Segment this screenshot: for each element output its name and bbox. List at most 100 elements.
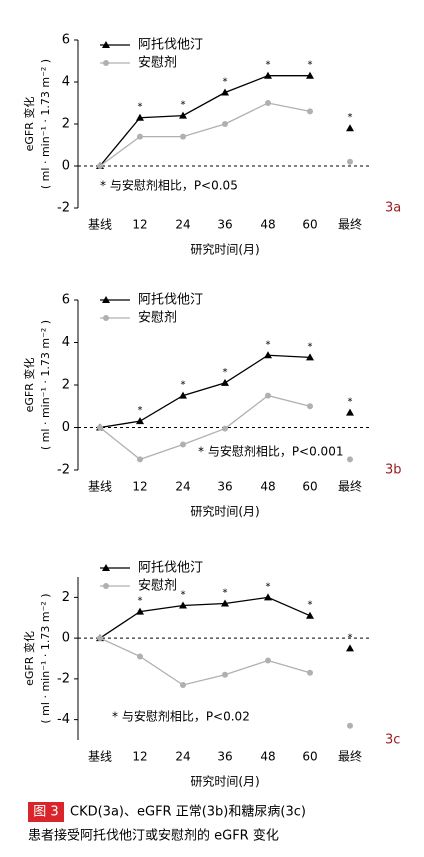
marker: [347, 456, 353, 463]
x-tick-label: 24: [175, 750, 190, 764]
legend-marker: [103, 315, 109, 321]
marker: [179, 391, 187, 399]
significance: *: [266, 581, 271, 592]
marker: [221, 599, 229, 607]
marker: [180, 441, 186, 448]
marker: [97, 424, 103, 431]
marker: [180, 681, 186, 688]
marker: [136, 607, 144, 615]
significance: *: [308, 60, 313, 71]
significance: *: [266, 339, 271, 350]
legend-marker: [103, 60, 109, 66]
y-axis-label: eGFR 变化: [22, 358, 36, 413]
y-tick-label: 0: [62, 420, 70, 435]
marker: [346, 644, 354, 652]
x-axis-label: 研究时间(月): [190, 774, 259, 789]
y-tick-label: 0: [62, 159, 70, 174]
significance: *: [138, 405, 143, 416]
note: * 与安慰剂相比，P<0.02: [112, 709, 250, 724]
marker: [264, 593, 272, 601]
marker: [346, 124, 354, 132]
y-tick-label: 0: [62, 631, 70, 646]
marker: [179, 111, 187, 119]
note: * 与安慰剂相比，P<0.001: [198, 444, 343, 459]
legend-label: 安慰剂: [138, 56, 177, 71]
note: * 与安慰剂相比，P<0.05: [100, 178, 238, 193]
legend-label: 阿托伐他汀: [138, 561, 203, 576]
legend-marker: [102, 41, 110, 48]
marker: [347, 722, 353, 729]
marker: [265, 657, 271, 664]
significance: *: [348, 632, 353, 643]
significance: *: [223, 367, 228, 378]
series-line: [99, 637, 311, 686]
x-tick-label: 60: [302, 480, 317, 494]
y-tick-label: -2: [57, 201, 70, 216]
significance: *: [308, 341, 313, 352]
marker: [264, 351, 272, 359]
marker: [137, 133, 143, 140]
y-axis-label: eGFR 变化: [22, 631, 36, 686]
marker: [264, 71, 272, 79]
marker: [137, 653, 143, 660]
significance: *: [223, 587, 228, 598]
x-tick-label: 48: [260, 750, 275, 764]
marker: [136, 417, 144, 425]
marker: [97, 635, 103, 642]
legend-marker: [102, 296, 110, 303]
caption-text: CKD(3a)、eGFR 正常(3b)和糖尿病(3c): [70, 804, 306, 820]
marker: [307, 108, 313, 115]
legend-label: 安慰剂: [138, 579, 177, 594]
marker: [347, 158, 353, 165]
significance: *: [348, 112, 353, 123]
x-tick-label: 24: [175, 480, 190, 494]
y-tick-label: -2: [57, 463, 70, 478]
marker: [97, 163, 103, 169]
series-line: [99, 354, 311, 429]
marker: [306, 353, 314, 361]
marker: [306, 71, 314, 79]
caption-label-box: [28, 802, 64, 822]
x-tick-label: 基线: [88, 750, 112, 764]
y-axis-label: ( ml · min⁻¹ · 1.73 m⁻² ): [39, 59, 52, 189]
x-axis-label: 研究时间(月): [190, 504, 259, 519]
marker: [180, 133, 186, 140]
marker: [265, 100, 271, 106]
legend-marker: [103, 583, 109, 589]
x-tick-label: 12: [132, 480, 147, 494]
marker: [222, 425, 228, 432]
x-tick-label: 最终: [338, 479, 362, 494]
series-line: [99, 596, 311, 639]
x-tick-label: 基线: [88, 218, 112, 232]
legend-label: 安慰剂: [138, 311, 177, 326]
x-tick-label: 最终: [338, 749, 362, 764]
y-tick-label: 6: [62, 293, 70, 308]
significance: *: [266, 60, 271, 71]
x-tick-label: 48: [260, 480, 275, 494]
y-tick-label: 4: [62, 75, 70, 90]
x-axis-label: 研究时间(月): [190, 242, 259, 257]
significance: *: [308, 600, 313, 611]
x-tick-label: 12: [132, 218, 147, 232]
y-axis-label: eGFR 变化: [22, 97, 36, 152]
panel-label: 3b: [385, 463, 402, 478]
x-tick-label: 最终: [338, 217, 362, 232]
significance: *: [181, 590, 186, 601]
y-tick-label: -4: [57, 712, 70, 727]
marker: [136, 113, 144, 121]
significance: *: [181, 380, 186, 391]
caption-label: 图 3: [33, 805, 58, 820]
y-tick-label: 4: [62, 335, 70, 350]
significance: *: [138, 596, 143, 607]
x-tick-label: 基线: [88, 480, 112, 494]
marker: [307, 403, 313, 410]
x-tick-label: 60: [302, 750, 317, 764]
marker: [265, 392, 271, 399]
x-tick-label: 24: [175, 218, 190, 232]
marker: [306, 611, 314, 619]
legend-label: 阿托伐他汀: [138, 38, 203, 53]
series-line: [99, 102, 311, 167]
caption-text: 患者接受阿托伐他汀或安慰剂的 eGFR 变化: [28, 828, 279, 844]
marker: [307, 669, 313, 676]
